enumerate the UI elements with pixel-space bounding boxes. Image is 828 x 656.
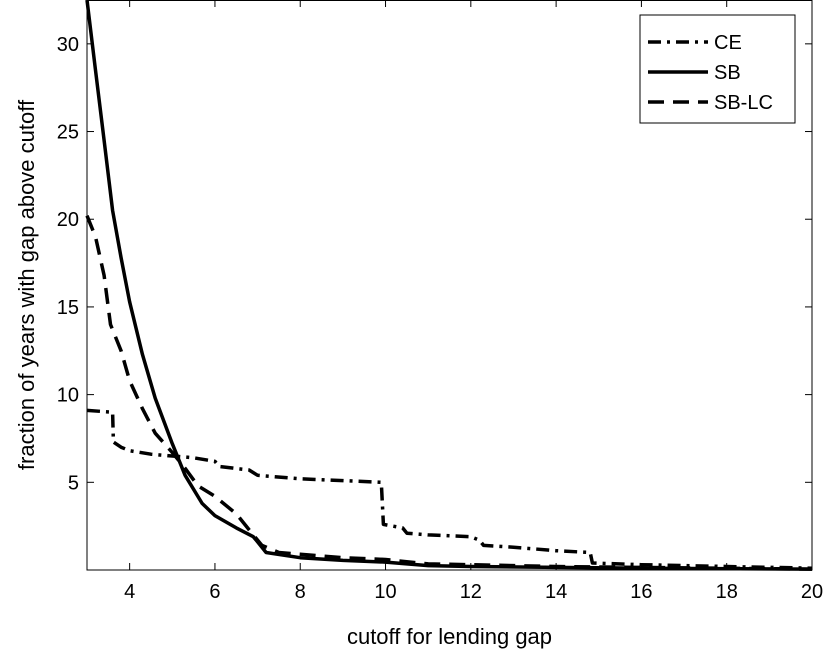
- x-tick-label: 20: [801, 581, 823, 603]
- series-line-sb-lc: [85, 215, 813, 571]
- x-tick-label: 6: [209, 581, 220, 603]
- y-axis-label: fraction of years with gap above cutoff: [14, 99, 39, 470]
- series-layer: [85, 0, 813, 571]
- legend-box: [639, 14, 796, 124]
- y-tick-label: 5: [68, 472, 79, 494]
- y-tick-label: 20: [57, 209, 79, 231]
- x-tick-label: 8: [295, 581, 306, 603]
- y-tick-label: 15: [57, 297, 79, 319]
- legend-label-sb-lc: SB-LC: [714, 92, 773, 114]
- y-tick-label: 25: [57, 122, 79, 144]
- x-tick-label: 4: [124, 581, 135, 603]
- legend-label-sb: SB: [714, 62, 741, 84]
- x-tick-label: 16: [630, 581, 652, 603]
- legend-label-ce: CE: [714, 32, 742, 54]
- y-tick-label: 10: [57, 385, 79, 407]
- y-tick-label: 30: [57, 34, 79, 56]
- x-axis-label: cutoff for lending gap: [347, 624, 552, 649]
- ticks-layer: 4 6 8 10 12 14 16 18 20 5 10 15 20 25 30: [57, 0, 823, 603]
- x-tick-label: 12: [460, 581, 482, 603]
- x-tick-label: 18: [716, 581, 738, 603]
- series-line-ce: [86, 408, 813, 570]
- x-tick-label: 14: [545, 581, 567, 603]
- x-tick-label: 10: [374, 581, 396, 603]
- legend: CE SB SB-LC: [639, 14, 796, 124]
